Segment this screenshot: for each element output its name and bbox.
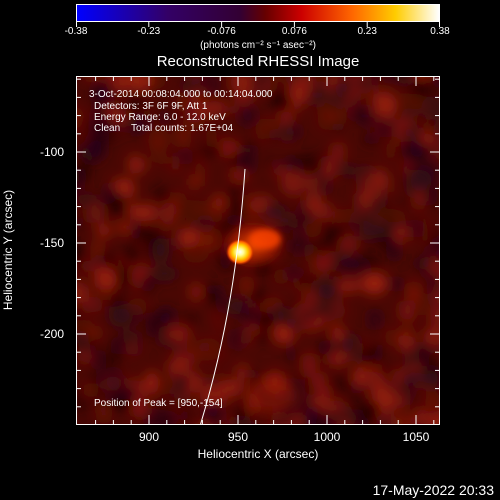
x-tick-label: 950 <box>227 430 249 444</box>
colorbar-ticks <box>76 22 440 27</box>
colorbar-gradient <box>76 4 440 22</box>
timestamp: 17-May-2022 20:33 <box>372 482 494 498</box>
lower-emission <box>247 377 299 413</box>
source-emission <box>215 217 299 413</box>
detectors-annotation: Detectors: 3F 6F 9F, Att 1 <box>94 101 208 112</box>
colorbar-tick-label: -0.076 <box>207 26 236 37</box>
axis-ticks <box>76 76 440 425</box>
x-axis-label: Heliocentric X (arcsec) <box>197 447 319 461</box>
colorbar-units-label: (photons cm⁻² s⁻¹ asec⁻²) <box>200 40 316 51</box>
x-tick-label: 1050 <box>402 430 430 444</box>
y-tick-label: -100 <box>39 145 64 159</box>
colorbar-tick-label: 0.38 <box>430 26 450 37</box>
time-range-annotation: 3-Oct-2014 00:08:04.000 to 00:14:04.000 <box>89 89 273 100</box>
energy-range-annotation: Energy Range: 6.0 - 12.0 keV <box>94 112 226 123</box>
y-tick-label: -150 <box>39 236 64 250</box>
peak-source <box>226 239 254 265</box>
secondary-source <box>249 229 281 249</box>
clean-total-counts-annotation: Clean Total counts: 1.67E+04 <box>94 123 234 134</box>
x-tick-label: 900 <box>138 430 160 444</box>
x-tick-label: 1000 <box>313 430 341 444</box>
image-noise-texture <box>77 77 439 424</box>
colorbar-tick-label: 0.076 <box>281 26 307 37</box>
colorbar-tick-label: 0.23 <box>357 26 377 37</box>
image-title: Reconstructed RHESSI Image <box>156 53 360 70</box>
rhessi-image <box>77 77 439 424</box>
solar-limb-line <box>200 168 246 424</box>
y-axis-label: Heliocentric Y (arcsec) <box>1 189 15 311</box>
colorbar <box>76 4 440 22</box>
rhessi-image-plot: 3-Oct-2014 00:08:04.000 to 00:14:04.000 … <box>76 76 440 425</box>
peak-position-annotation: Position of Peak = [950,-154] <box>94 398 223 409</box>
y-tick-label: -200 <box>39 327 64 341</box>
colorbar-tick-label: -0.38 <box>64 26 88 37</box>
colorbar-tick-label: -0.23 <box>137 26 161 37</box>
